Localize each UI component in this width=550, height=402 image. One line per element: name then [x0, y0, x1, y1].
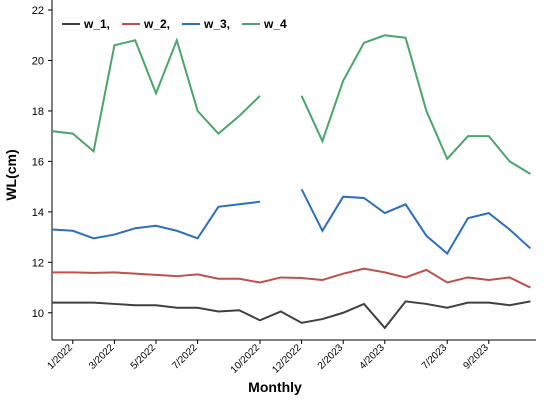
x-tick-label: 7/2023 [420, 342, 450, 372]
x-tick-label: 4/2023 [358, 342, 388, 372]
series-line [52, 267, 531, 289]
series-line [51, 34, 531, 175]
y-tick-label: 20 [32, 55, 44, 67]
x-tick-label: 10/2022 [229, 342, 263, 376]
x-axis-label: Monthly [248, 379, 302, 395]
series-line [52, 300, 531, 330]
y-axis-label: WL(cm) [3, 149, 19, 200]
legend-label: w_3, [203, 17, 230, 31]
y-tick-label: 16 [32, 156, 44, 168]
x-tick-label: 7/2022 [170, 342, 200, 372]
x-tick-label: 3/2022 [87, 342, 117, 372]
legend-label: w_1, [83, 17, 110, 31]
x-tick-label: 1/2022 [46, 342, 76, 372]
y-tick-label: 12 [32, 257, 44, 269]
y-tick-label: 22 [32, 5, 44, 17]
y-tick-label: 10 [32, 308, 44, 320]
y-tick-label: 18 [32, 106, 44, 118]
x-tick-label: 9/2023 [462, 342, 492, 372]
y-tick-label: 14 [32, 207, 44, 219]
x-tick-label: 12/2022 [270, 342, 304, 376]
x-tick-label: 5/2022 [129, 342, 159, 372]
legend-label: w_2, [143, 17, 170, 31]
x-tick-label: 2/2023 [316, 342, 346, 372]
series-line [51, 188, 532, 256]
legend-label: w_4 [263, 17, 287, 31]
